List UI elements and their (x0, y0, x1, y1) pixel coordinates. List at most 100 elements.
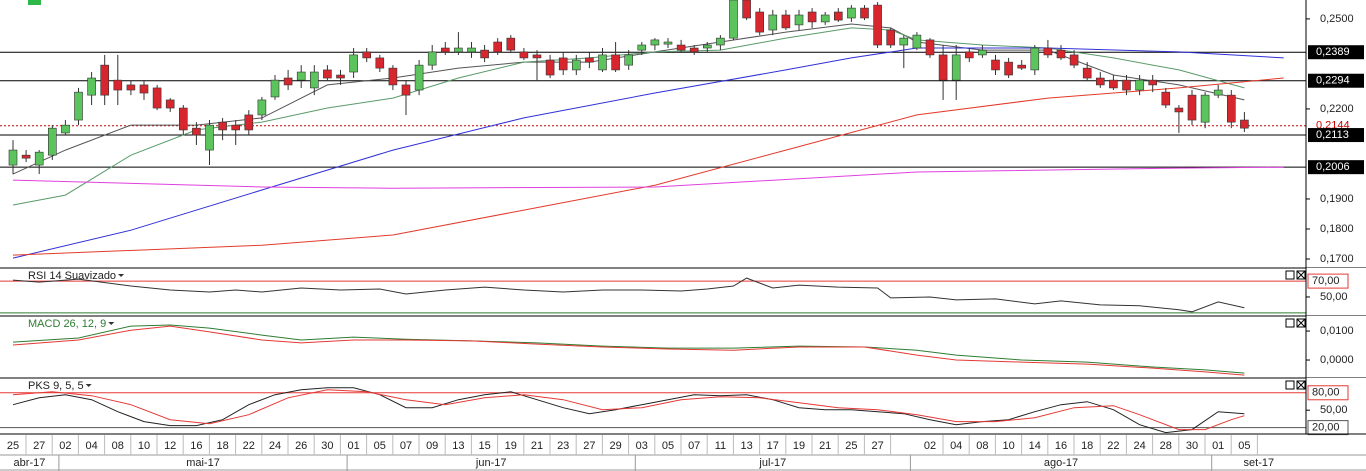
x-tick-label: 27 (871, 440, 883, 452)
candle-body (663, 41, 673, 45)
candle-body (1109, 79, 1118, 89)
panel-title: MACD 26, 12, 9 (28, 318, 106, 330)
panel (0, 0, 1306, 259)
candle-body (519, 51, 529, 59)
x-tick-label: 25 (845, 440, 857, 452)
level-label: 0,2113 (1316, 129, 1349, 141)
candle-body (585, 57, 594, 63)
x-tick-label: 16 (1055, 440, 1067, 452)
candle-body (820, 14, 830, 23)
candle-body (323, 69, 332, 79)
candle-body (8, 149, 18, 166)
axis-area (1306, 316, 1366, 378)
level-label: 80,00 (1312, 387, 1340, 399)
app-icon (28, 0, 41, 5)
level-label-box (1308, 128, 1364, 143)
candle-body (257, 99, 267, 116)
maximize-icon (1285, 270, 1295, 280)
candle-body (296, 71, 306, 81)
candle-body (689, 47, 699, 53)
candle-body (768, 14, 778, 31)
panel-title: RSI 14 Suavizado (28, 270, 116, 282)
level-label-box (1308, 73, 1364, 88)
level-label-box (1307, 420, 1349, 436)
candle-body (637, 44, 647, 51)
candle-body (847, 7, 856, 19)
candle-body (1030, 47, 1040, 71)
x-tick-label: 05 (374, 440, 386, 452)
candle-body (231, 124, 240, 131)
x-tick-label: 07 (688, 440, 700, 452)
x-tick-label: 02 (924, 440, 936, 452)
candle-body (1069, 54, 1079, 66)
y-tick-label: 0,1800 (1320, 223, 1354, 235)
indicator-line (12, 47, 1284, 259)
x-tick-label: 17 (767, 440, 779, 452)
candle-body (493, 41, 503, 53)
candle-body (938, 54, 948, 81)
candle-body (1148, 79, 1157, 86)
candle-body (1017, 64, 1027, 69)
level-label-box (1307, 385, 1349, 401)
x-tick-label: 18 (1081, 440, 1093, 452)
candle-body (1240, 119, 1249, 129)
candle-body (349, 54, 358, 73)
x-tick-label: 23 (557, 440, 569, 452)
candle-body (440, 47, 450, 53)
level-label: 70,00 (1312, 275, 1340, 287)
candle-body (912, 34, 922, 49)
candle-body (179, 107, 188, 131)
x-tick-label: 03 (636, 440, 648, 452)
candle-body (1122, 79, 1131, 91)
candle-body (218, 121, 227, 131)
dropdown-arrow (85, 384, 92, 387)
candle-body (860, 7, 869, 19)
candle-body (873, 4, 882, 46)
candle-body (414, 64, 424, 91)
close-icon (1296, 270, 1306, 280)
candle-body (558, 57, 568, 71)
x-tick-label: 21 (531, 440, 543, 452)
candle-body (716, 37, 725, 46)
candle-body (139, 84, 149, 94)
x-tick-label: 10 (1002, 440, 1014, 452)
candle-body (87, 77, 96, 96)
y-tick-label: 0,2500 (1320, 13, 1354, 25)
level-label-box (1307, 273, 1349, 289)
candle-body (781, 14, 791, 29)
x-tick-label: 27 (583, 440, 595, 452)
candle-body (571, 59, 581, 71)
month-label: mai-17 (186, 457, 220, 469)
x-tick-label: 15 (478, 440, 490, 452)
candle-body (545, 59, 555, 76)
x-tick-label: 14 (1029, 440, 1041, 452)
candle-body (283, 77, 293, 86)
x-tick-label: 19 (505, 440, 517, 452)
candle-body (742, 0, 751, 19)
maximize-icon (1285, 380, 1295, 390)
y-tick-label: 50,00 (1320, 404, 1348, 416)
candle-body (650, 39, 660, 46)
x-tick-label: 18 (216, 440, 228, 452)
level-label: 0,2389 (1316, 46, 1350, 58)
x-tick-label: 05 (662, 440, 674, 452)
month-label: ago-17 (1044, 457, 1078, 469)
candle-body (1187, 94, 1197, 121)
candle-body (467, 47, 476, 53)
candle-body (1056, 49, 1066, 59)
candle-body (951, 54, 961, 81)
candle-body (1082, 67, 1092, 79)
panel (0, 387, 1306, 434)
candle-body (100, 64, 109, 96)
level-label-box (1308, 160, 1364, 175)
candle-body (964, 51, 974, 59)
month-label: set-17 (1244, 457, 1275, 469)
dropdown-arrow (118, 274, 125, 277)
candle-body (1213, 89, 1223, 96)
x-tick-label: 13 (452, 440, 464, 452)
indicator-line (12, 387, 1245, 434)
candle-body (1043, 47, 1053, 56)
indicator-line (12, 23, 1245, 175)
panel-title: PKS 9, 5, 5 (28, 380, 84, 392)
x-tick-label: 08 (976, 440, 988, 452)
